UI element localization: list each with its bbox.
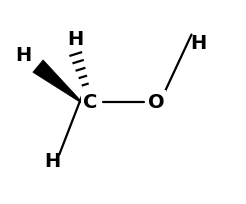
Text: H: H xyxy=(44,151,60,170)
Text: H: H xyxy=(190,34,207,53)
Text: H: H xyxy=(68,30,84,49)
Text: H: H xyxy=(16,45,32,64)
Polygon shape xyxy=(33,61,85,106)
Text: C: C xyxy=(83,93,97,111)
Text: O: O xyxy=(148,93,164,111)
